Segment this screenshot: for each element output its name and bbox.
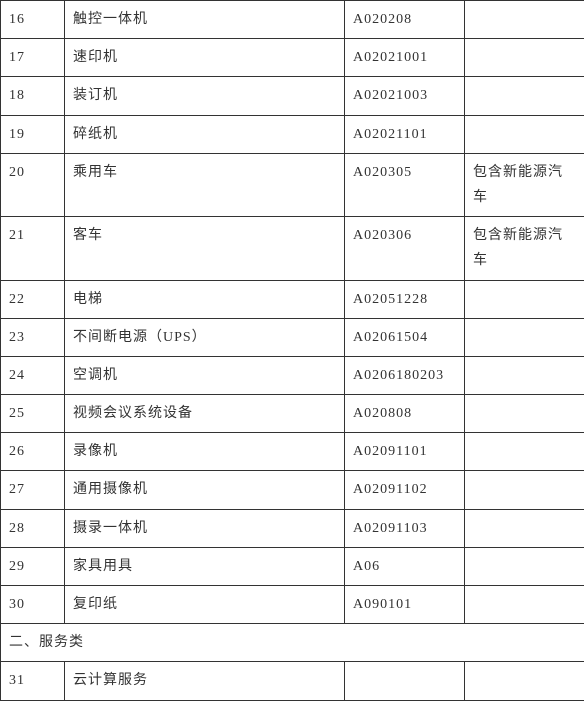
item-name-cell: 摄录一体机 bbox=[65, 509, 345, 547]
item-name-cell: 不间断电源（UPS） bbox=[65, 318, 345, 356]
table-row: 30复印纸A090101 bbox=[1, 586, 584, 624]
item-note-cell bbox=[465, 395, 584, 433]
item-name-cell: 视频会议系统设备 bbox=[65, 395, 345, 433]
row-number-cell: 20 bbox=[1, 153, 65, 216]
row-number-cell: 18 bbox=[1, 77, 65, 115]
item-code-cell: A02021003 bbox=[345, 77, 465, 115]
row-number-cell: 16 bbox=[1, 1, 65, 39]
table-row: 25视频会议系统设备A020808 bbox=[1, 395, 584, 433]
item-note-cell: 包含新能源汽车 bbox=[465, 153, 584, 216]
item-note-cell bbox=[465, 471, 584, 509]
item-note-cell bbox=[465, 115, 584, 153]
item-code-cell: A020808 bbox=[345, 395, 465, 433]
item-code-cell: A020306 bbox=[345, 217, 465, 280]
table-row: 24空调机A0206180203 bbox=[1, 356, 584, 394]
table-row: 31云计算服务 bbox=[1, 662, 584, 700]
table-row: 22电梯A02051228 bbox=[1, 280, 584, 318]
item-note-cell bbox=[465, 509, 584, 547]
row-number-cell: 19 bbox=[1, 115, 65, 153]
item-code-cell: A02061504 bbox=[345, 318, 465, 356]
item-name-cell: 电梯 bbox=[65, 280, 345, 318]
item-name-cell: 装订机 bbox=[65, 77, 345, 115]
table-row: 26录像机A02091101 bbox=[1, 433, 584, 471]
section-header-cell: 二、服务类 bbox=[1, 624, 584, 662]
row-number-cell: 17 bbox=[1, 39, 65, 77]
item-name-cell: 复印纸 bbox=[65, 586, 345, 624]
item-note-cell bbox=[465, 77, 584, 115]
item-note-cell bbox=[465, 433, 584, 471]
item-name-cell: 速印机 bbox=[65, 39, 345, 77]
item-name-cell: 客车 bbox=[65, 217, 345, 280]
item-code-cell: A020208 bbox=[345, 1, 465, 39]
item-note-cell bbox=[465, 547, 584, 585]
item-name-cell: 空调机 bbox=[65, 356, 345, 394]
item-code-cell: A02091103 bbox=[345, 509, 465, 547]
item-note-cell bbox=[465, 318, 584, 356]
item-note-cell bbox=[465, 356, 584, 394]
item-name-cell: 通用摄像机 bbox=[65, 471, 345, 509]
item-name-cell: 云计算服务 bbox=[65, 662, 345, 700]
row-number-cell: 29 bbox=[1, 547, 65, 585]
item-code-cell: A0206180203 bbox=[345, 356, 465, 394]
table-row: 28摄录一体机A02091103 bbox=[1, 509, 584, 547]
row-number-cell: 25 bbox=[1, 395, 65, 433]
table-row: 18装订机A02021003 bbox=[1, 77, 584, 115]
table-row: 17速印机A02021001 bbox=[1, 39, 584, 77]
table-row: 29家具用具A06 bbox=[1, 547, 584, 585]
section-header-row: 二、服务类 bbox=[1, 624, 584, 662]
item-code-cell: A020305 bbox=[345, 153, 465, 216]
table-row: 23不间断电源（UPS）A02061504 bbox=[1, 318, 584, 356]
item-note-cell bbox=[465, 1, 584, 39]
table-row: 21客车A020306包含新能源汽车 bbox=[1, 217, 584, 280]
item-code-cell: A02091102 bbox=[345, 471, 465, 509]
table-row: 20乘用车A020305包含新能源汽车 bbox=[1, 153, 584, 216]
item-code-cell: A06 bbox=[345, 547, 465, 585]
item-code-cell: A02051228 bbox=[345, 280, 465, 318]
table-row: 27通用摄像机A02091102 bbox=[1, 471, 584, 509]
equipment-table: 16触控一体机A02020817速印机A0202100118装订机A020210… bbox=[0, 0, 584, 701]
item-code-cell: A02021001 bbox=[345, 39, 465, 77]
item-name-cell: 乘用车 bbox=[65, 153, 345, 216]
row-number-cell: 26 bbox=[1, 433, 65, 471]
row-number-cell: 24 bbox=[1, 356, 65, 394]
row-number-cell: 23 bbox=[1, 318, 65, 356]
row-number-cell: 21 bbox=[1, 217, 65, 280]
item-note-cell bbox=[465, 586, 584, 624]
row-number-cell: 27 bbox=[1, 471, 65, 509]
table-row: 16触控一体机A020208 bbox=[1, 1, 584, 39]
item-code-cell: A02091101 bbox=[345, 433, 465, 471]
item-note-cell: 包含新能源汽车 bbox=[465, 217, 584, 280]
row-number-cell: 31 bbox=[1, 662, 65, 700]
row-number-cell: 22 bbox=[1, 280, 65, 318]
item-code-cell: A02021101 bbox=[345, 115, 465, 153]
item-name-cell: 家具用具 bbox=[65, 547, 345, 585]
item-note-cell bbox=[465, 280, 584, 318]
item-note-cell bbox=[465, 39, 584, 77]
row-number-cell: 30 bbox=[1, 586, 65, 624]
table-row: 19碎纸机A02021101 bbox=[1, 115, 584, 153]
item-code-cell: A090101 bbox=[345, 586, 465, 624]
item-name-cell: 触控一体机 bbox=[65, 1, 345, 39]
item-name-cell: 录像机 bbox=[65, 433, 345, 471]
item-note-cell bbox=[465, 662, 584, 700]
item-code-cell bbox=[345, 662, 465, 700]
row-number-cell: 28 bbox=[1, 509, 65, 547]
item-name-cell: 碎纸机 bbox=[65, 115, 345, 153]
